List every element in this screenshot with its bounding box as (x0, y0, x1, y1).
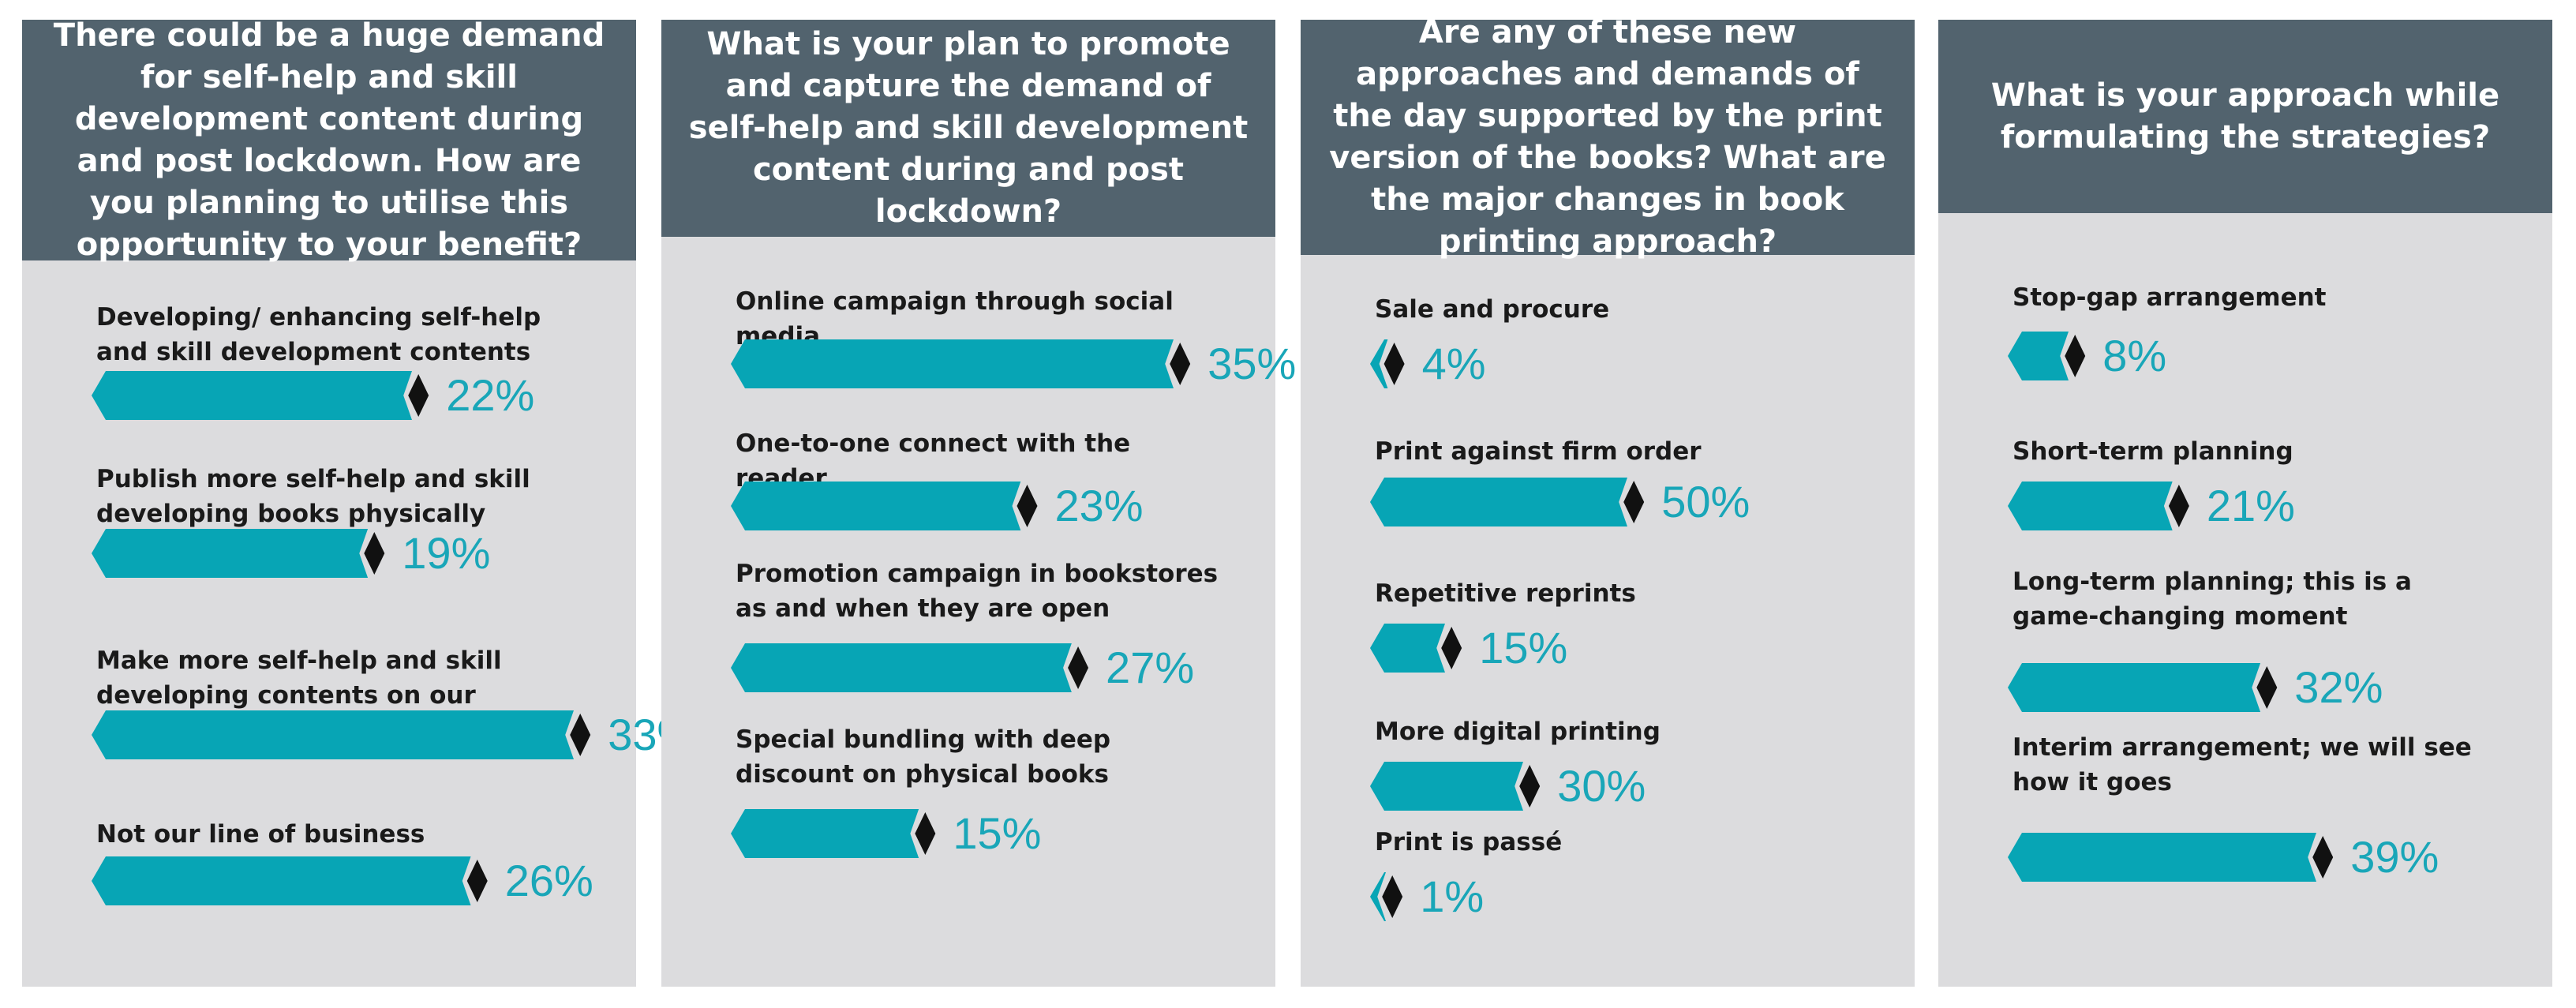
category-label: Sale and procure (1375, 295, 1610, 324)
category-label: Repetitive reprints (1375, 579, 1636, 608)
category-label: Publish more self-help and skill develop… (96, 465, 530, 528)
bar-shape (1370, 478, 1627, 526)
category-label: Not our line of business (96, 820, 425, 849)
category-label: Special bundling with deep discount on p… (736, 725, 1111, 789)
diamond-marker (2168, 485, 2189, 527)
bar-mark (92, 371, 429, 420)
value-label: 50% (1661, 477, 1750, 526)
value-label: 4% (1421, 339, 1486, 388)
diamond-marker (915, 812, 936, 855)
bar-shape (1370, 339, 1388, 388)
bar-mark (2008, 663, 2278, 712)
survey-panel-3: Are any of these new approaches and dema… (1301, 14, 1915, 987)
diamond-marker (466, 860, 488, 902)
bar-mark (1370, 624, 1462, 673)
value-label: 22% (446, 370, 535, 420)
bar-mark (731, 643, 1089, 692)
diamond-marker (2065, 335, 2086, 377)
diamond-marker (1017, 485, 1038, 527)
category-label: More digital printing (1375, 718, 1661, 746)
bar-shape (1370, 762, 1523, 811)
bar-shape (731, 482, 1021, 530)
bar-mark (731, 482, 1038, 530)
bar-mark (92, 710, 591, 759)
diamond-marker (570, 714, 591, 756)
panel-title: There could be a huge demand for self-he… (22, 17, 636, 263)
diamond-marker (364, 532, 385, 575)
survey-panel-1: There could be a huge demand for self-he… (22, 17, 696, 987)
bar-shape (1370, 872, 1386, 921)
bar-mark (2008, 833, 2334, 882)
value-label: 26% (504, 856, 593, 905)
bar-shape (92, 371, 412, 420)
bar-shape (731, 339, 1174, 388)
survey-panel-4: What is your approach while formulating … (1938, 20, 2552, 987)
value-label: 15% (1479, 623, 1568, 673)
diamond-marker (408, 374, 429, 417)
bar-mark (1370, 478, 1645, 526)
bar-shape (2008, 663, 2261, 712)
bar-mark (1370, 762, 1541, 811)
category-label: Print against firm order (1375, 437, 1702, 466)
value-label: 8% (2102, 331, 2167, 380)
bar-mark (2008, 482, 2189, 530)
bar-shape (92, 710, 574, 759)
category-label: Stop-gap arrangement (2012, 283, 2327, 312)
value-label: 27% (1106, 643, 1195, 692)
panel-title: What is your plan to promote and capture… (661, 20, 1275, 237)
category-label: Short-term planning (2012, 437, 2293, 466)
diamond-marker (1519, 765, 1541, 808)
bar-mark (1370, 339, 1405, 388)
category-label: Interim arrangement; we will see how it … (2012, 733, 2472, 796)
value-label: 32% (2294, 662, 2383, 712)
category-label: Online campaign through social media (736, 287, 1174, 350)
bar-shape (2008, 482, 2173, 530)
category-label: Print is passé (1375, 828, 1563, 856)
category-label: Long-term planning; this is a game-chang… (2012, 568, 2412, 631)
diamond-marker (1170, 343, 1191, 385)
value-label: 1% (1420, 871, 1485, 921)
category-label: Developing/ enhancing self-help and skil… (96, 303, 541, 366)
bar-mark (1370, 872, 1403, 921)
bar-mark (92, 856, 488, 905)
value-label: 15% (953, 808, 1042, 858)
value-label: 21% (2206, 481, 2295, 530)
panel-title: Are any of these new approaches and dema… (1301, 14, 1915, 260)
bar-mark (731, 339, 1191, 388)
bar-mark (2008, 332, 2086, 380)
value-label: 39% (2350, 832, 2439, 882)
value-label: 30% (1557, 761, 1646, 811)
bar-shape (1370, 624, 1445, 673)
diamond-marker (2312, 836, 2334, 879)
diamond-marker (2256, 666, 2278, 709)
bar-shape (2008, 833, 2316, 882)
category-label: Promotion campaign in bookstores as and … (736, 560, 1219, 623)
diamond-marker (1623, 481, 1645, 523)
diamond-marker (1382, 875, 1403, 918)
bar-shape (731, 643, 1072, 692)
bar-mark (92, 529, 385, 578)
diamond-marker (1441, 627, 1462, 669)
value-label: 23% (1054, 481, 1144, 530)
category-label: One-to-one connect with the reader (736, 429, 1131, 493)
value-label: 19% (402, 528, 491, 578)
bar-mark (731, 809, 936, 858)
bar-shape (2008, 332, 2069, 380)
value-label: 35% (1208, 339, 1297, 388)
survey-panel-2: What is your plan to promote and capture… (661, 20, 1296, 987)
bar-shape (92, 856, 471, 905)
panel-title: What is your approach while formulating … (1938, 20, 2552, 213)
bar-shape (92, 529, 369, 578)
diamond-marker (1068, 646, 1089, 689)
bar-shape (731, 809, 919, 858)
diamond-marker (1383, 343, 1405, 385)
